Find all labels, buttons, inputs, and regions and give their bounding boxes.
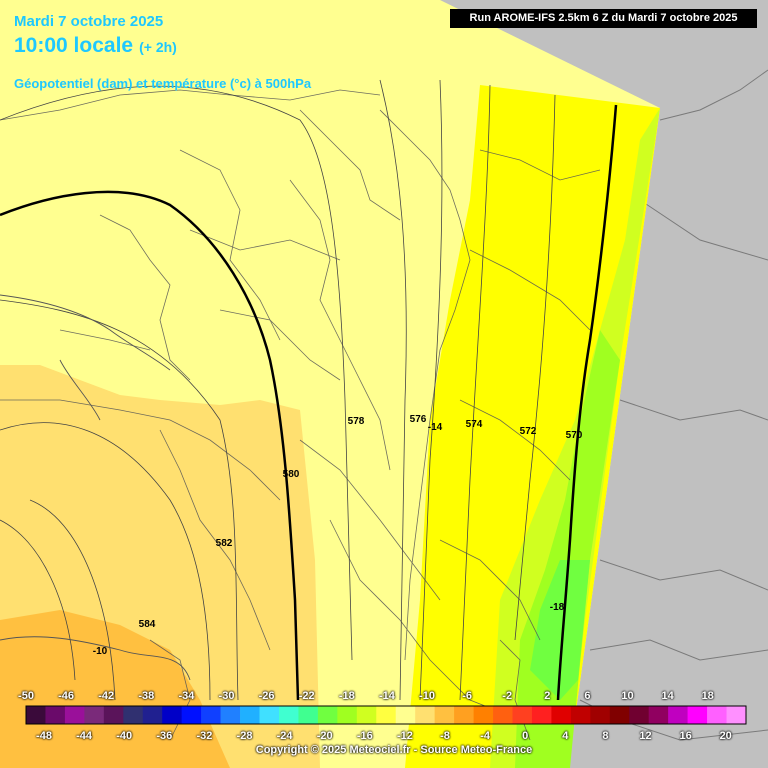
scale-tick-label: -26 <box>258 690 275 702</box>
scale-swatch <box>45 706 66 724</box>
contour-label-578: 578 <box>348 416 365 427</box>
scale-tick-label: -10 <box>419 690 435 702</box>
scale-tick-label: -44 <box>76 730 93 742</box>
scale-swatch <box>668 706 688 724</box>
scale-tick-label: -34 <box>178 690 195 702</box>
contour-label-582: 582 <box>216 538 233 549</box>
contour-label-584: 584 <box>139 619 156 630</box>
scale-tick-label: 4 <box>562 730 569 742</box>
scale-swatch <box>570 706 591 724</box>
scale-swatch <box>240 706 260 724</box>
scale-tick-label: -22 <box>298 690 315 702</box>
scale-tick-label: 10 <box>621 690 634 702</box>
scale-tick-label: -38 <box>138 690 155 702</box>
scale-labels-bottom: -48 -44 -40 -36 -32 -28 -24 -20 -16 -12 -8 -4 0 4 8 12 1… <box>0 730 768 744</box>
scale-tick-label: 12 <box>639 730 652 742</box>
scale-swatch <box>64 706 85 724</box>
parameter-title: Géopotentiel (dam) et température (°c) à… <box>14 76 312 91</box>
scale-swatch <box>220 706 241 724</box>
scale-swatch <box>298 706 319 724</box>
scale-outline <box>25 705 747 725</box>
scale-tick-label: 2 <box>544 690 551 702</box>
contour-label-576: 576 <box>410 414 427 425</box>
scale-swatch <box>707 706 727 724</box>
scale-swatch <box>259 706 280 724</box>
scale-swatch <box>454 706 474 724</box>
scale-tick-label: -30 <box>218 690 235 702</box>
temp-label-minus10: -10 <box>93 646 108 657</box>
scale-tick-label: 0 <box>522 730 529 742</box>
forecast-date: Mardi 7 octobre 2025 <box>14 13 164 30</box>
scale-tick-label: 8 <box>602 730 609 742</box>
scale-swatch <box>512 706 533 724</box>
scale-tick-label: -16 <box>356 730 373 742</box>
scale-swatch <box>278 706 299 724</box>
forecast-time: 10:00 locale (+ 2h) <box>14 34 177 58</box>
scale-swatch <box>551 706 572 724</box>
scale-swatch <box>103 706 124 724</box>
scale-swatch <box>356 706 377 724</box>
scale-tick-label: -12 <box>396 730 413 742</box>
scale-tick-label: -46 <box>58 690 75 702</box>
scale-swatch <box>317 706 338 724</box>
copyright-text: Copyright © 2025 Meteociel.fr - Source M… <box>255 744 533 756</box>
scale-swatch <box>84 706 105 724</box>
scale-swatch <box>648 706 669 724</box>
scale-tick-label: -20 <box>316 730 333 742</box>
scale-swatch <box>26 706 46 724</box>
scale-labels-top: -50 -46 -42 -38 -34 -30 -26 -22 -18 -14 -10 -6 -2 2 6 1… <box>0 690 768 704</box>
scale-tick-label: -32 <box>196 730 213 742</box>
scale-tick-label: -42 <box>98 690 115 702</box>
scale-swatch <box>181 706 202 724</box>
run-info-box: Run AROME-IFS 2.5km 6 Z du Mardi 7 octob… <box>450 9 757 28</box>
contour-label-570: 570 <box>566 430 583 441</box>
scale-swatch <box>395 706 416 724</box>
scale-tick-label: -48 <box>36 730 52 742</box>
scale-tick-label: -36 <box>156 730 173 742</box>
scale-swatch <box>201 706 221 724</box>
scale-swatch <box>531 706 552 724</box>
scale-swatch <box>473 706 494 724</box>
temp-label-minus18: -18 <box>550 602 565 613</box>
scale-swatch <box>726 706 747 724</box>
scale-swatch <box>629 706 650 724</box>
scale-swatch <box>590 706 611 724</box>
scale-tick-label: -6 <box>462 690 472 702</box>
scale-tick-label: -24 <box>276 730 293 742</box>
scale-swatch <box>123 706 144 724</box>
scale-tick-label: 20 <box>719 730 732 742</box>
scale-tick-label: 14 <box>661 690 674 702</box>
contour-label-572: 572 <box>520 426 537 437</box>
forecast-lead: (+ 2h) <box>139 39 177 55</box>
scale-swatch <box>609 706 630 724</box>
scale-swatch <box>376 706 397 724</box>
scale-swatch <box>162 706 182 724</box>
scale-swatch <box>415 706 435 724</box>
scale-tick-label: 16 <box>679 730 692 742</box>
contour-label-574: 574 <box>466 419 483 430</box>
scale-tick-label: -4 <box>480 730 490 742</box>
scale-tick-label: -40 <box>116 730 133 742</box>
scale-tick-label: 6 <box>584 690 591 702</box>
scale-swatch <box>434 706 455 724</box>
forecast-time-value: 10:00 locale <box>14 34 134 57</box>
color-scale-bar <box>25 705 747 725</box>
scale-swatch <box>337 706 358 724</box>
temp-label-minus14: -14 <box>428 422 443 433</box>
scale-tick-label: -18 <box>338 690 355 702</box>
scale-swatch <box>687 706 708 724</box>
scale-tick-label: -50 <box>18 690 34 702</box>
scale-tick-label: -14 <box>378 690 395 702</box>
scale-swatch <box>493 706 513 724</box>
scale-swatch <box>142 706 163 724</box>
scale-tick-label: -8 <box>440 730 450 742</box>
scale-tick-label: 18 <box>701 690 714 702</box>
scale-tick-label: -28 <box>236 730 253 742</box>
contour-label-580: 580 <box>283 469 300 480</box>
scale-tick-label: -2 <box>502 690 513 702</box>
